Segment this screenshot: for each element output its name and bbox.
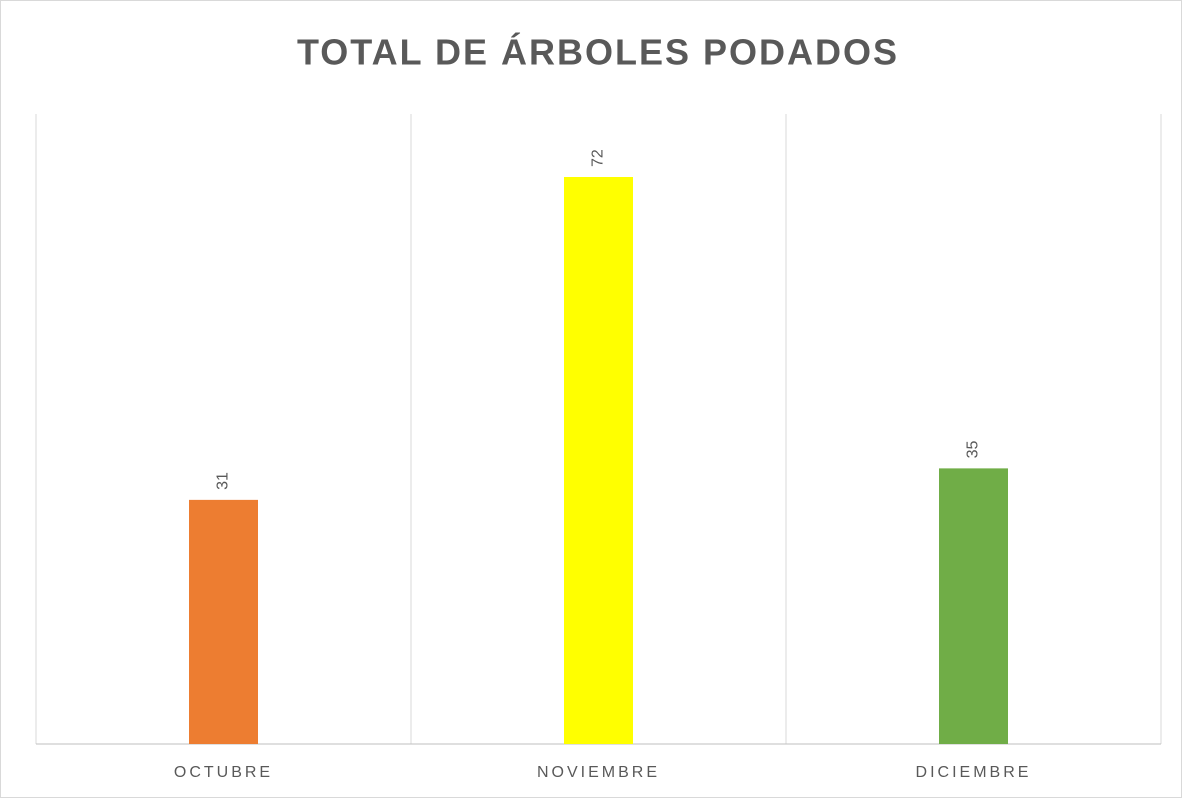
x-tick-label: DICIEMBRE [916,764,1032,781]
x-tick-label: NOVIEMBRE [537,764,660,781]
data-label: 72 [590,149,607,167]
chart-title: TOTAL DE ÁRBOLES PODADOS [297,32,899,73]
bar [939,468,1008,744]
data-label: 31 [215,472,232,490]
bar [189,499,258,744]
x-tick-label: OCTUBRE [174,764,273,781]
bar [564,177,633,744]
data-label: 35 [965,440,982,458]
